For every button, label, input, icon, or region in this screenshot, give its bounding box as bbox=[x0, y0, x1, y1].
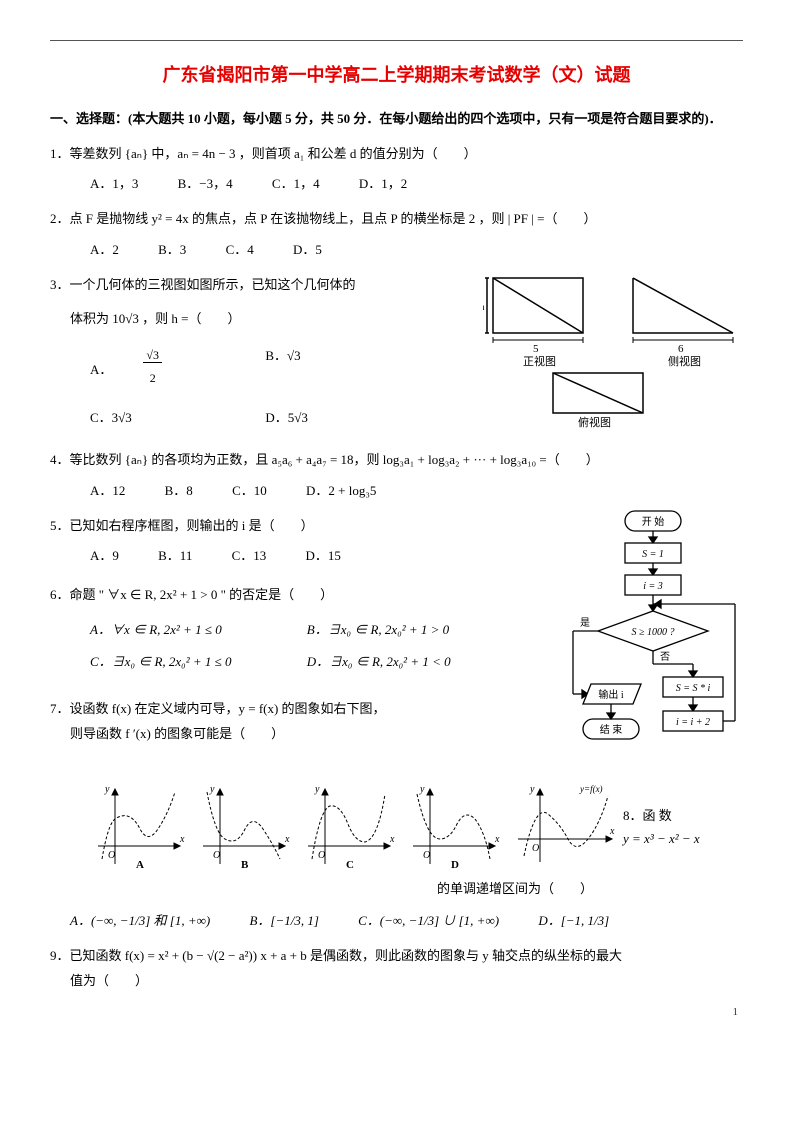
page-number: 1 bbox=[733, 1006, 739, 1018]
svg-text:x: x bbox=[609, 826, 615, 837]
q3-opt-d: D．5√3 bbox=[265, 406, 440, 431]
q1-opt-d: D．1，2 bbox=[359, 172, 407, 197]
q2-options: A．2 B．3 C．4 D．5 bbox=[90, 238, 743, 263]
svg-text:y: y bbox=[209, 784, 215, 795]
q2-opt-a: A．2 bbox=[90, 238, 119, 263]
q7-graph-ref: x y O y=f(x) bbox=[510, 784, 620, 869]
q8-opt-c: C．(−∞, −1/3] ∪ [1, +∞) bbox=[358, 909, 499, 934]
svg-text:x: x bbox=[284, 834, 290, 845]
flow-cond: S ≥ 1000 ? bbox=[632, 627, 675, 638]
flow-out: 输出 i bbox=[598, 688, 624, 701]
q4-opt-b: B．8 bbox=[165, 479, 193, 504]
svg-text:O: O bbox=[213, 850, 220, 861]
q3-side-w: 6 bbox=[678, 343, 684, 355]
q3-three-views: h 5 正视图 6 侧视图 俯视图 bbox=[483, 268, 743, 428]
q6-options: A．∀x ∈ R, 2x² + 1 ≤ 0 B．∃x₀ ∈ R, 2x₀² + … bbox=[90, 618, 561, 683]
q5-opt-d: D．15 bbox=[306, 544, 341, 569]
svg-text:y: y bbox=[529, 784, 535, 795]
q7-graph-b: x y O B bbox=[195, 784, 290, 869]
svg-text:y: y bbox=[314, 784, 320, 795]
q3-side-label: 侧视图 bbox=[668, 354, 701, 368]
question-9: 9．已知函数 f(x) = x² + (b − √(2 − a²)) x + a… bbox=[50, 944, 743, 993]
question-2: 2．点 F 是抛物线 y² = 4x 的焦点，点 P 在该抛物线上，且点 P 的… bbox=[50, 207, 743, 262]
svg-text:O: O bbox=[532, 843, 539, 854]
q2-text: 2．点 F 是抛物线 y² = 4x 的焦点，点 P 在该抛物线上，且点 P 的… bbox=[50, 207, 743, 232]
q8-opt-a: A．(−∞, −1/3] 和 [1, +∞) bbox=[70, 909, 210, 934]
q6-opt-d: D．∃x₀ ∈ R, 2x₀² + 1 < 0 bbox=[307, 650, 524, 675]
q5-opt-b: B．11 bbox=[158, 544, 192, 569]
svg-text:O: O bbox=[423, 850, 430, 861]
q5-flowchart: 开 始 S = 1 i = 3 S ≥ 1000 ? 是 否 输出 i S = … bbox=[563, 509, 743, 799]
q2-opt-b: B．3 bbox=[158, 238, 186, 263]
q7-graph-d: x y O D bbox=[405, 784, 500, 869]
flow-s2: i = 3 bbox=[643, 581, 663, 592]
q8-label: 8．函 数 bbox=[623, 804, 743, 827]
q2-opt-c: C．4 bbox=[226, 238, 254, 263]
flow-yes: 是 bbox=[580, 617, 590, 629]
flow-inc: i = i + 2 bbox=[676, 717, 710, 728]
q7-graph-a: x y O A bbox=[90, 784, 185, 869]
q4-opt-c: C．10 bbox=[232, 479, 267, 504]
q1-options: A．1，3 B．−3，4 C．1，4 D．1，2 bbox=[90, 172, 743, 197]
q8-side: 8．函 数 y = x³ − x² − x bbox=[623, 804, 743, 851]
svg-text:y=f(x): y=f(x) bbox=[579, 784, 603, 794]
svg-text:O: O bbox=[108, 850, 115, 861]
q3-opt-a: A．√32 bbox=[90, 344, 265, 398]
q3-options: A．√32 B．√3 C．3√3 D．5√3 bbox=[90, 344, 471, 438]
flow-s1: S = 1 bbox=[642, 549, 664, 560]
q4-text: 4．等比数列 {aₙ} 的各项均为正数，且 a₅a₆ + a₄a₇ = 18，则… bbox=[50, 448, 743, 473]
flow-upd: S = S * i bbox=[676, 683, 711, 694]
svg-text:y: y bbox=[419, 784, 425, 795]
q8-opt-d: D．[−1, 1/3] bbox=[538, 909, 609, 934]
question-4: 4．等比数列 {aₙ} 的各项均为正数，且 a₅a₆ + a₄a₇ = 18，则… bbox=[50, 448, 743, 503]
flow-end: 结 束 bbox=[600, 723, 623, 736]
question-1: 1．等差数列 {aₙ} 中，aₙ = 4n − 3 ，则首项 a₁ 和公差 d … bbox=[50, 142, 743, 197]
q8-options: A．(−∞, −1/3] 和 [1, +∞) B．[−1/3, 1] C．(−∞… bbox=[70, 909, 743, 934]
q4-options: A．12 B．8 C．10 D．2 + log₃5 bbox=[90, 479, 743, 504]
q7-label-d: D bbox=[451, 859, 459, 869]
svg-text:O: O bbox=[318, 850, 325, 861]
q3-opt-b: B．√3 bbox=[265, 344, 440, 398]
section-1-heading: 一、选择题：(本大题共 10 小题，每小题 5 分，共 50 分．在每小题给出的… bbox=[100, 109, 743, 130]
q1-text: 1．等差数列 {aₙ} 中，aₙ = 4n − 3 ，则首项 a₁ 和公差 d … bbox=[50, 142, 743, 167]
q1-opt-a: A．1，3 bbox=[90, 172, 138, 197]
svg-text:y: y bbox=[104, 784, 110, 795]
q1-opt-b: B．−3，4 bbox=[178, 172, 233, 197]
q2-opt-d: D．5 bbox=[293, 238, 322, 263]
flow-start: 开 始 bbox=[642, 515, 665, 528]
q4-opt-a: A．12 bbox=[90, 479, 125, 504]
q6-opt-a: A．∀x ∈ R, 2x² + 1 ≤ 0 bbox=[90, 618, 307, 643]
question-7-graphs: 8．函 数 y = x³ − x² − x x y O A x y O B bbox=[50, 784, 743, 934]
q7-graph-c: x y O C bbox=[300, 784, 395, 869]
svg-text:x: x bbox=[389, 834, 395, 845]
exam-title: 广东省揭阳市第一中学高二上学期期末考试数学（文）试题 bbox=[50, 61, 743, 87]
q4-opt-d: D．2 + log₃5 bbox=[306, 479, 376, 504]
flow-no: 否 bbox=[660, 651, 670, 663]
q6-opt-b: B．∃x₀ ∈ R, 2x₀² + 1 > 0 bbox=[307, 618, 524, 643]
question-3: h 5 正视图 6 侧视图 俯视图 3．一个几何体的三视图 bbox=[50, 273, 743, 439]
svg-text:x: x bbox=[494, 834, 500, 845]
svg-text:x: x bbox=[179, 834, 185, 845]
q9-text-2: 值为（ ） bbox=[70, 969, 743, 994]
q8-opt-b: B．[−1/3, 1] bbox=[249, 909, 318, 934]
q5-opt-a: A．9 bbox=[90, 544, 119, 569]
q7-label-c: C bbox=[346, 859, 354, 869]
q3-front-w: 5 bbox=[533, 343, 539, 355]
q3-h-label: h bbox=[483, 301, 485, 313]
q8-fn: y = x³ − x² − x bbox=[623, 827, 743, 850]
q7-label-a: A bbox=[136, 859, 144, 869]
q1-opt-c: C．1，4 bbox=[272, 172, 320, 197]
q5-opt-c: C．13 bbox=[232, 544, 267, 569]
top-rule bbox=[50, 40, 743, 41]
q8-tail: 的单调递增区间为（ ） bbox=[50, 877, 593, 902]
q3-front-label: 正视图 bbox=[523, 354, 556, 368]
q3-top-label: 俯视图 bbox=[578, 415, 611, 428]
q6-opt-c: C．∃x₀ ∈ R, 2x₀² + 1 ≤ 0 bbox=[90, 650, 307, 675]
question-5-6-block: 开 始 S = 1 i = 3 S ≥ 1000 ? 是 否 输出 i S = … bbox=[50, 514, 743, 774]
q3-opt-c: C．3√3 bbox=[90, 406, 265, 431]
q7-label-b: B bbox=[241, 859, 249, 869]
q9-text-1: 9．已知函数 f(x) = x² + (b − √(2 − a²)) x + a… bbox=[50, 944, 743, 969]
